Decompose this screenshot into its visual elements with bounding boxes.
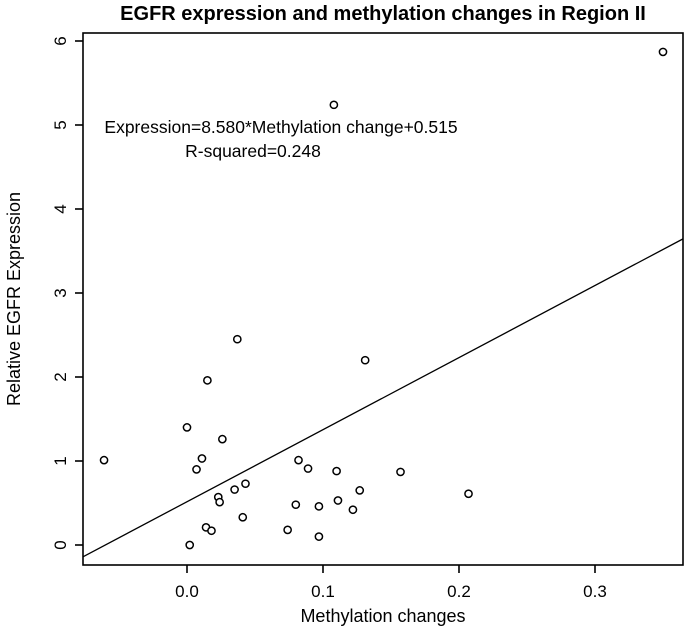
annotation-r-squared: R-squared=0.248 xyxy=(185,141,321,161)
data-point xyxy=(241,479,250,489)
data-point xyxy=(218,434,227,444)
data-point xyxy=(203,376,212,385)
data-point xyxy=(182,423,192,432)
x-tick-label: 0.1 xyxy=(311,582,335,601)
y-tick-label: 5 xyxy=(51,120,70,129)
data-point xyxy=(99,455,109,465)
y-tick-label: 2 xyxy=(51,372,70,381)
x-tick-label: 0.0 xyxy=(175,582,199,601)
y-axis-label: Relative EGFR Expression xyxy=(4,192,24,406)
data-point xyxy=(658,47,668,57)
data-point xyxy=(238,512,248,522)
y-tick-label: 6 xyxy=(51,36,70,45)
plot-box xyxy=(82,32,684,566)
data-point xyxy=(396,467,405,477)
annotation-equation: Expression=8.580*Methylation change+0.51… xyxy=(104,117,457,137)
data-point xyxy=(291,500,301,510)
data-points xyxy=(99,47,668,550)
data-point xyxy=(230,485,239,494)
data-point xyxy=(232,334,242,344)
y-tick-label: 1 xyxy=(51,456,70,465)
data-point xyxy=(360,355,370,365)
axis-ticks: 0.0 0.1 0.2 0.3 0 1 2 3 4 5 6 xyxy=(51,36,607,601)
data-point xyxy=(329,100,339,110)
regression-line xyxy=(82,238,684,558)
data-point xyxy=(348,505,358,515)
data-point xyxy=(314,532,324,541)
x-axis-label: Methylation changes xyxy=(300,606,465,626)
y-tick-label: 0 xyxy=(51,540,70,549)
data-point xyxy=(294,455,303,465)
x-tick-label: 0.2 xyxy=(447,582,471,601)
data-point xyxy=(192,465,201,474)
data-point xyxy=(185,540,195,550)
data-point xyxy=(333,496,343,505)
x-tick-label: 0.3 xyxy=(583,582,607,601)
data-point xyxy=(314,502,324,511)
y-tick-label: 4 xyxy=(51,204,70,213)
chart-title: EGFR expression and methylation changes … xyxy=(120,3,646,25)
data-point xyxy=(303,464,313,473)
data-point xyxy=(207,526,216,536)
data-point xyxy=(283,525,292,535)
data-point xyxy=(332,466,341,476)
data-point xyxy=(355,486,365,495)
data-point xyxy=(464,489,473,499)
y-tick-label: 3 xyxy=(51,288,70,297)
data-point xyxy=(215,497,224,507)
data-point xyxy=(197,454,207,463)
